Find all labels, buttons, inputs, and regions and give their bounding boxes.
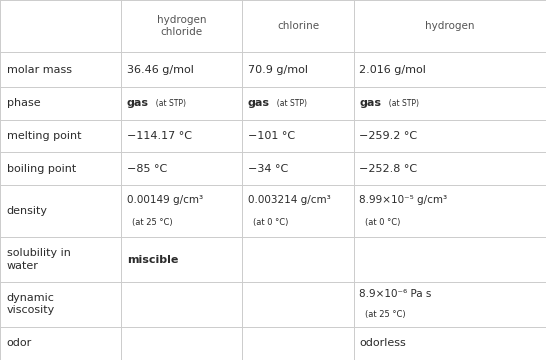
Text: (at 25 °C): (at 25 °C) xyxy=(365,310,405,319)
Text: hydrogen
chloride: hydrogen chloride xyxy=(157,15,206,37)
Text: solubility in
water: solubility in water xyxy=(7,248,70,271)
Text: odor: odor xyxy=(7,338,32,348)
Text: −114.17 °C: −114.17 °C xyxy=(127,131,192,141)
Text: 0.003214 g/cm³: 0.003214 g/cm³ xyxy=(248,194,331,204)
Text: chlorine: chlorine xyxy=(277,21,319,31)
Text: density: density xyxy=(7,206,48,216)
Text: (at STP): (at STP) xyxy=(151,99,186,108)
Text: (at 0 °C): (at 0 °C) xyxy=(365,218,400,227)
Text: gas: gas xyxy=(127,98,149,108)
Text: gas: gas xyxy=(359,98,381,108)
Text: 8.9×10⁻⁶ Pa s: 8.9×10⁻⁶ Pa s xyxy=(359,289,432,300)
Text: −259.2 °C: −259.2 °C xyxy=(359,131,417,141)
Text: phase: phase xyxy=(7,98,40,108)
Text: molar mass: molar mass xyxy=(7,65,72,75)
Text: −101 °C: −101 °C xyxy=(248,131,295,141)
Text: 70.9 g/mol: 70.9 g/mol xyxy=(248,65,308,75)
Text: odorless: odorless xyxy=(359,338,406,348)
Text: boiling point: boiling point xyxy=(7,164,76,174)
Text: dynamic
viscosity: dynamic viscosity xyxy=(7,293,55,315)
Text: (at 25 °C): (at 25 °C) xyxy=(132,218,173,227)
Text: melting point: melting point xyxy=(7,131,81,141)
Text: −252.8 °C: −252.8 °C xyxy=(359,164,417,174)
Text: (at STP): (at STP) xyxy=(384,99,419,108)
Text: gas: gas xyxy=(248,98,270,108)
Text: miscible: miscible xyxy=(127,255,178,265)
Text: 8.99×10⁻⁵ g/cm³: 8.99×10⁻⁵ g/cm³ xyxy=(359,194,447,204)
Text: −34 °C: −34 °C xyxy=(248,164,288,174)
Text: 2.016 g/mol: 2.016 g/mol xyxy=(359,65,426,75)
Text: hydrogen: hydrogen xyxy=(425,21,474,31)
Text: (at STP): (at STP) xyxy=(272,99,307,108)
Text: 0.00149 g/cm³: 0.00149 g/cm³ xyxy=(127,194,203,204)
Text: 36.46 g/mol: 36.46 g/mol xyxy=(127,65,193,75)
Text: (at 0 °C): (at 0 °C) xyxy=(253,218,289,227)
Text: −85 °C: −85 °C xyxy=(127,164,167,174)
